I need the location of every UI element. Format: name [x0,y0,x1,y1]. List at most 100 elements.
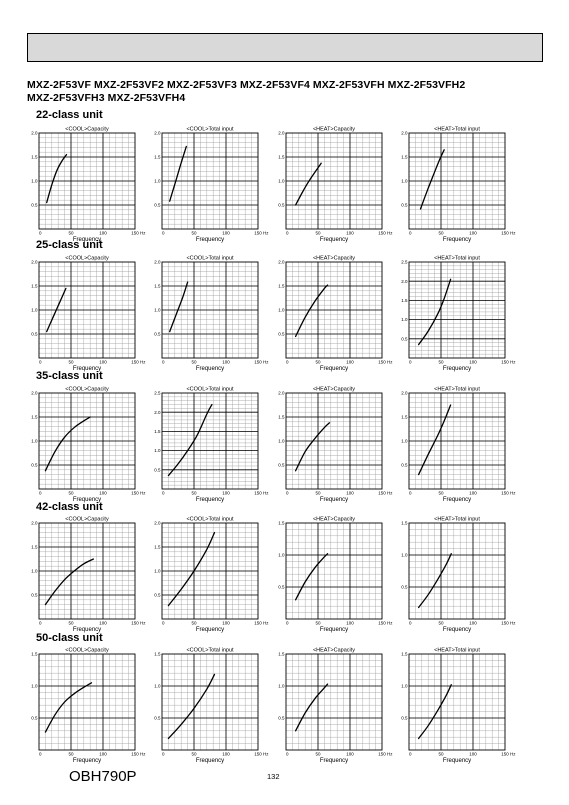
y-tick-label: 2.0 [278,131,285,136]
chart-title: <HEAT>Capacity [313,127,355,133]
performance-chart: <HEAT>Total input 0.5 1.0 1.5 2.0 0 50 100 150 Hz… [397,123,517,244]
chart-svg: <COOL>Capacity 0.5 1.0 1.5 2.0 0 50 100 150 Hz Fre… [31,517,146,634]
chart-plot: <COOL>Total input 0.5 1.0 1.5 2.0 0 50 100 150 Hz… [154,127,269,244]
y-tick-label: 0.5 [154,593,161,598]
y-tick-label: 0.5 [278,463,285,468]
data-curve [294,422,331,472]
chart-frame [408,522,506,620]
x-tick-label: 100 [469,231,477,236]
y-tick-label: 1.5 [154,284,161,289]
x-tick-label: 150 [501,752,509,757]
x-tick-label: 100 [469,752,477,757]
x-unit-label: Hz [387,752,393,757]
performance-chart: <HEAT>Capacity 0.5 1.0 1.5 0 50 100 150 Hz Freque… [274,513,394,634]
x-tick-label: 150 [378,360,386,365]
y-tick-label: 1.0 [154,684,161,689]
x-tick-label: 100 [346,491,354,496]
y-tick-label: 1.5 [154,155,161,160]
y-tick-label: 1.0 [278,684,285,689]
group-label: 22-class unit [36,109,103,121]
data-curve [169,281,189,333]
chart-svg: <COOL>Total input 0.5 1.0 1.5 0 50 100 150 Hz Fre… [154,648,269,765]
y-tick-label: 1.5 [31,545,38,550]
chart-frame [38,261,136,359]
y-tick-label: 1.5 [31,415,38,420]
chart-plot: <HEAT>Total input 0.5 1.0 1.5 2.0 0 50 100 150 Hz… [401,127,516,244]
x-tick-label: 100 [222,231,230,236]
chart-plot: <HEAT>Capacity 0.5 1.0 1.5 2.0 0 50 100 150 Hz Fre… [278,387,393,504]
performance-chart: <COOL>Capacity 0.5 1.0 1.5 2.0 0 50 100 150 Hz Fre… [27,383,147,504]
data-curve [44,558,95,606]
y-tick-label: 2.0 [154,521,161,526]
x-axis-label: Frequency [320,758,348,764]
chart-frame [285,392,383,490]
x-tick-label: 50 [315,491,321,496]
y-tick-label: 1.0 [31,179,38,184]
x-tick-label: 100 [99,752,107,757]
x-unit-label: Hz [387,360,393,365]
chart-plot: <HEAT>Total input 0.5 1.0 1.5 0 50 100 150 Hz Fre… [401,517,516,634]
x-tick-label: 50 [315,231,321,236]
y-tick-label: 0.5 [154,716,161,721]
x-axis-label: Frequency [320,366,348,372]
x-unit-label: Hz [263,752,269,757]
y-tick-label: 1.0 [401,439,408,444]
data-curve [417,404,452,476]
y-tick-label: 1.5 [278,155,285,160]
x-tick-label: 150 [131,752,139,757]
x-tick-label: 50 [191,360,197,365]
x-tick-label: 50 [191,231,197,236]
y-tick-label: 0.5 [278,716,285,721]
x-unit-label: Hz [510,491,516,496]
y-tick-label: 2.5 [401,260,408,265]
chart-title: <COOL>Total input [186,648,234,654]
x-tick-label: 50 [438,360,444,365]
x-tick-label: 50 [191,752,197,757]
y-tick-label: 0.5 [31,332,38,337]
y-tick-label: 1.5 [154,545,161,550]
chart-frame [285,132,383,230]
y-tick-label: 1.5 [31,652,38,657]
chart-title: <HEAT>Capacity [313,256,355,262]
x-unit-label: Hz [140,231,146,236]
performance-chart: <HEAT>Total input 0.5 1.0 1.5 0 50 100 150 Hz Fre… [397,513,517,634]
y-tick-label: 1.0 [401,179,408,184]
x-tick-label: 150 [501,491,509,496]
x-axis-label: Frequency [73,366,101,372]
y-tick-label: 1.0 [31,569,38,574]
x-tick-label: 0 [409,231,412,236]
x-tick-label: 0 [162,360,165,365]
chart-plot: <HEAT>Total input 0.5 1.0 1.5 2.0 2.5 0 50 100 15… [401,256,516,373]
data-curve [419,149,445,210]
x-tick-label: 0 [409,360,412,365]
chart-svg: <HEAT>Capacity 0.5 1.0 1.5 2.0 0 50 100 150 Hz Fre… [278,127,393,244]
page-number: 132 [267,772,280,781]
x-tick-label: 50 [68,752,74,757]
x-tick-label: 0 [286,231,289,236]
x-tick-label: 50 [68,621,74,626]
x-unit-label: Hz [263,360,269,365]
x-tick-label: 150 [254,491,262,496]
x-tick-label: 150 [131,231,139,236]
chart-frame [285,261,383,359]
chart-frame [161,261,259,359]
chart-svg: <HEAT>Total input 0.5 1.0 1.5 0 50 100 150 Hz Fre… [401,517,516,634]
x-tick-label: 150 [254,752,262,757]
performance-chart: <HEAT>Capacity 0.5 1.0 1.5 2.0 0 50 100 150 Hz Fre… [274,383,394,504]
chart-plot: <HEAT>Capacity 0.5 1.0 1.5 2.0 0 50 100 150 Hz Fre… [278,256,393,373]
performance-chart: <HEAT>Capacity 0.5 1.0 1.5 0 50 100 150 Hz Freque… [274,644,394,765]
data-curve [167,403,213,477]
chart-title: <COOL>Capacity [65,517,109,523]
chart-svg: <HEAT>Total input 0.5 1.0 1.5 0 50 100 150 Hz Fre… [401,648,516,765]
x-tick-label: 100 [99,360,107,365]
y-tick-label: 1.5 [154,652,161,657]
chart-svg: <HEAT>Capacity 0.5 1.0 1.5 2.0 0 50 100 150 Hz Fre… [278,387,393,504]
performance-chart: <HEAT>Total input 0.5 1.0 1.5 2.0 0 50 100 150 Hz… [397,383,517,504]
data-curve [294,162,322,206]
chart-svg: <HEAT>Capacity 0.5 1.0 1.5 0 50 100 150 Hz Freque… [278,648,393,765]
chart-title: <HEAT>Capacity [313,517,355,523]
y-tick-label: 2.0 [278,260,285,265]
y-tick-label: 0.5 [154,203,161,208]
y-tick-label: 1.0 [278,439,285,444]
y-tick-label: 2.0 [31,521,38,526]
